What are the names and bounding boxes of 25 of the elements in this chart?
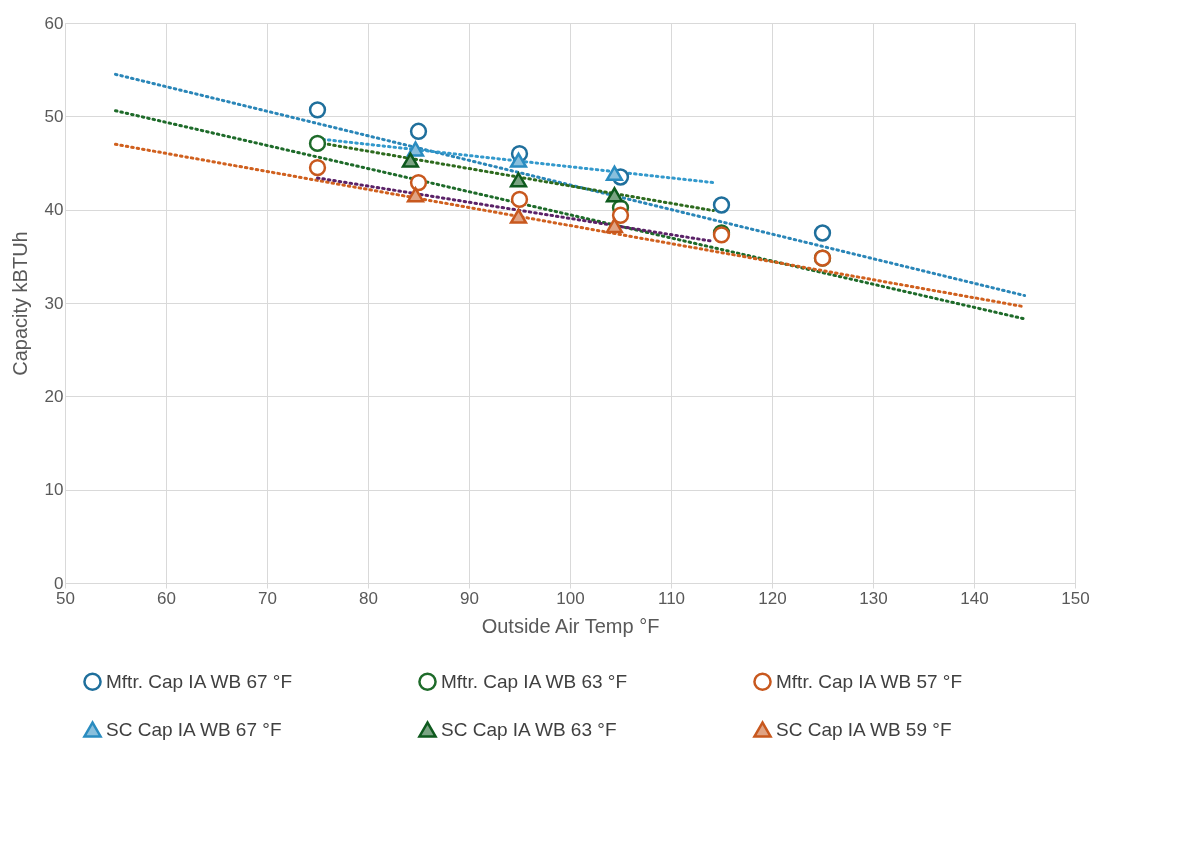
x-tick-label: 150 <box>1061 588 1090 608</box>
x-tick-label: 110 <box>657 588 686 608</box>
y-axis-title: Capacity kBTUh <box>8 231 31 376</box>
x-tick-label: 120 <box>758 588 787 608</box>
y-tick-label: 0 <box>54 573 64 593</box>
x-tick-label: 140 <box>960 588 989 608</box>
y-tick-label: 60 <box>44 13 64 33</box>
x-tick-label: 70 <box>258 588 277 608</box>
x-tick-label: 100 <box>556 588 585 608</box>
legend-label: SC Cap IA WB 67 °F <box>106 718 282 740</box>
y-tick-label: 10 <box>44 480 64 500</box>
y-tick-label: 30 <box>44 293 64 313</box>
y-tick-label: 40 <box>44 200 64 220</box>
x-axis-title: Outside Air Temp °F <box>481 614 660 637</box>
x-tick-label: 80 <box>359 588 378 608</box>
y-tick-label: 50 <box>44 106 64 126</box>
legend-label: Mftr. Cap IA WB 63 °F <box>441 670 628 692</box>
legend-label: SC Cap IA WB 63 °F <box>441 718 617 740</box>
legend-label: Mftr. Cap IA WB 67 °F <box>106 670 293 692</box>
x-tick-label: 90 <box>460 588 479 608</box>
x-tick-label: 60 <box>157 588 176 608</box>
legend-label: SC Cap IA WB 59 °F <box>776 718 952 740</box>
legend-label: Mftr. Cap IA WB 57 °F <box>776 670 963 692</box>
y-tick-label: 20 <box>44 386 64 406</box>
x-tick-label: 130 <box>859 588 888 608</box>
